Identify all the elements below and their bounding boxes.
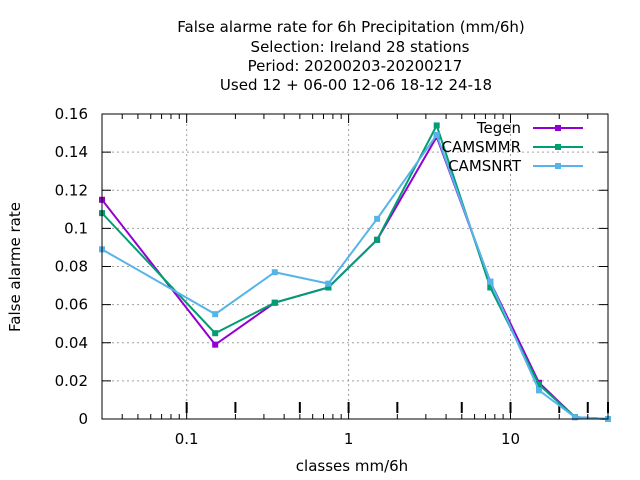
series-layer [99, 122, 611, 422]
legend-marker [555, 163, 561, 169]
series-point [536, 387, 543, 394]
title-line-4: Used 12 + 06-00 12-06 18-12 24-18 [220, 76, 492, 94]
series-point [374, 215, 381, 222]
y-tick-label: 0.16 [55, 105, 88, 123]
series-point [536, 381, 543, 388]
series-line [101, 122, 609, 420]
y-tick-label: 0.1 [64, 219, 88, 237]
y-tick-label: 0.14 [55, 143, 88, 161]
series-point [487, 278, 494, 285]
y-tick-label: 0.12 [55, 181, 88, 199]
series-point [271, 299, 278, 306]
y-tick-label: 0 [78, 410, 88, 428]
x-axis-label: classes mm/6h [296, 457, 408, 475]
y-tick-label: 0.06 [55, 296, 88, 314]
class-markers [185, 402, 609, 413]
x-tick-label: 0.1 [175, 430, 199, 448]
series-point [212, 311, 219, 318]
series-line [101, 132, 609, 420]
series-point [212, 341, 219, 348]
title-line-2: Selection: Ireland 28 stations [251, 38, 470, 56]
legend-label: CAMSMMR [441, 138, 521, 156]
series-point [487, 284, 494, 291]
x-tick-label: 10 [501, 430, 520, 448]
chart-title: False alarme rate for 6h Precipitation (… [177, 18, 525, 94]
legend-label: CAMSNRT [448, 157, 522, 175]
legend-label: Tegen [476, 119, 521, 137]
series-point [433, 131, 440, 138]
series-point [271, 269, 278, 276]
y-axis-label: False alarme rate [6, 202, 24, 332]
x-tick-label: 1 [344, 430, 354, 448]
tick-layer: 0 0.02 0.04 0.06 0.08 0.1 0.12 0.14 0.16 0.1 1 10 [55, 105, 609, 448]
legend-marker [555, 125, 561, 131]
series-point [374, 236, 381, 243]
y-tick-label: 0.02 [55, 372, 88, 390]
title-line-1: False alarme rate for 6h Precipitation (… [177, 18, 525, 36]
y-tick-label: 0.04 [55, 334, 88, 352]
legend-marker [555, 144, 561, 150]
y-tick-label: 0.08 [55, 258, 88, 276]
series-point [325, 280, 332, 287]
series-point [433, 122, 440, 129]
series-point [325, 284, 332, 291]
series-point [571, 414, 578, 421]
series-point [212, 330, 219, 337]
title-line-3: Period: 20200203-20200217 [248, 57, 463, 75]
grid-layer [102, 114, 608, 419]
